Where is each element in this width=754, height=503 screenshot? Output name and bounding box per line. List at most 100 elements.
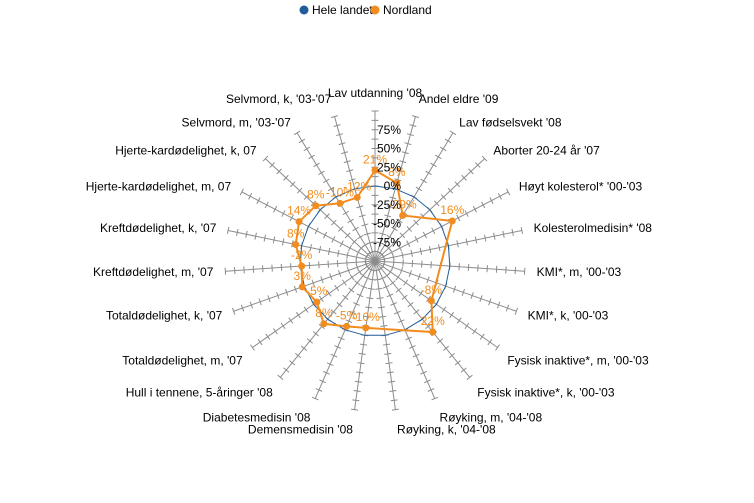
radar-spoke-tick: [303, 194, 310, 200]
category-label-hjerte-kard-delighet-k-07: Hjerte-kardødelighet, k, 07: [115, 143, 257, 157]
radar-spoke-tick: [258, 298, 262, 306]
radar-spoke-tick: [382, 284, 390, 289]
data-label: -12%: [343, 179, 371, 193]
radar-spoke-tick: [386, 293, 394, 298]
radar-spoke-tick: [431, 396, 439, 401]
radar-spoke-tick: [366, 297, 374, 300]
r-tick-label: 50%: [377, 142, 401, 156]
radar-spoke-tick: [410, 249, 413, 257]
radar-spoke-tick: [342, 210, 350, 216]
category-label-r-yking-k-04-08: Røyking, k, '04-'08: [397, 422, 496, 436]
radar-spoke-tick: [303, 146, 311, 152]
category-label-totald-delighet-k-07: Totaldødelighet, k, '07: [106, 308, 223, 322]
category-label-h-yt-kolesterol-00-03: Høyt kolesterol* '00-'03: [519, 179, 643, 193]
category-label-kreftd-delighet-m-07: Kreftdødelighet, m, '07: [93, 265, 214, 279]
radar-spoke-tick: [318, 246, 322, 254]
radar-spoke-tick: [502, 230, 505, 238]
radar-spoke-tick: [338, 270, 342, 278]
radar-spoke-tick: [323, 370, 330, 375]
radar-spoke-tick: [306, 338, 313, 344]
radar-spoke-tick: [256, 197, 261, 204]
radar-spoke-tick: [395, 287, 402, 293]
series-line-hele-landet: [299, 185, 451, 336]
radar-spoke-tick: [358, 352, 366, 355]
data-label: 22%: [421, 314, 445, 328]
radar-spoke-tick: [427, 388, 435, 392]
radar-spoke-tick: [365, 306, 373, 309]
radar-spoke-tick: [327, 247, 331, 255]
r-tick-label: 25%: [377, 160, 401, 174]
radar-spoke-tick: [483, 234, 487, 242]
radar-spoke-tick: [337, 249, 340, 257]
radar-spoke-tick: [481, 155, 488, 162]
radar-spoke-tick: [319, 379, 327, 384]
radar-spoke-tick: [407, 302, 414, 308]
radar-spoke-tick: [391, 226, 398, 232]
radar-spoke-tick: [342, 294, 349, 300]
radar-spoke-tick: [388, 380, 396, 383]
category-label-hull-i-tennene-5-ringer-08: Hull i tennene, 5-åringer '08: [126, 386, 273, 400]
radar-spoke-tick: [363, 232, 371, 236]
data-point: [362, 324, 370, 332]
radar-spoke-tick: [386, 205, 394, 209]
radar-spoke-tick: [254, 232, 257, 240]
radar-spoke-tick: [466, 374, 473, 380]
radar-spoke-tick: [420, 178, 427, 184]
radar-spoke-tick: [386, 371, 394, 374]
data-label: 8%: [388, 165, 406, 179]
radar-spoke-tick: [505, 304, 510, 312]
radar-spoke-tick: [435, 154, 442, 160]
radar-spoke-tick: [403, 279, 409, 286]
radar-spoke-tick: [448, 352, 455, 359]
data-point: [292, 241, 300, 249]
radar-spoke-tick: [331, 236, 336, 243]
radar-spoke-tick: [293, 285, 298, 293]
data-label: -10%: [352, 310, 380, 324]
radar-spoke-tick: [431, 227, 436, 235]
radar-spoke-tick: [324, 213, 330, 220]
legend-label-hele-landet: Hele landet: [312, 3, 373, 17]
data-point: [393, 179, 401, 187]
radar-spoke-tick: [351, 238, 358, 245]
radar-spoke-tick: [405, 336, 413, 341]
radar-spoke-tick: [439, 146, 447, 152]
radar-spoke-tick: [352, 226, 359, 232]
radar-spoke-tick: [315, 388, 323, 392]
radar-spoke-tick: [356, 205, 364, 209]
radar-spoke-tick: [389, 280, 396, 286]
radar-spoke-tick: [514, 307, 518, 315]
radar-spoke-tick: [282, 238, 285, 246]
radar-spoke-tick: [511, 228, 514, 236]
radar-spoke-tick: [347, 218, 354, 224]
radar-spoke-tick: [346, 169, 354, 173]
radar-spoke-tick: [338, 142, 346, 146]
radar-spoke-tick: [273, 205, 278, 213]
radar-spoke-tick: [352, 399, 360, 402]
radar-spoke-tick: [413, 309, 420, 315]
radar-spoke-tick: [240, 304, 245, 312]
radar-spoke-tick: [454, 181, 460, 188]
radar-spoke-tick: [356, 371, 364, 374]
radar-spoke-tick: [360, 284, 368, 289]
radar-spoke-tick: [236, 228, 239, 236]
radar-spoke-tick: [474, 236, 478, 244]
data-point: [343, 322, 351, 330]
data-label: 16%: [440, 203, 464, 217]
category-label-lav-f-dselsvekt-08: Lav fødselsvekt '08: [459, 116, 562, 130]
radar-spoke-tick: [487, 338, 493, 346]
radar-spoke-tick: [318, 295, 324, 302]
radar-spoke-tick: [425, 170, 432, 176]
radar-spoke-tick: [497, 301, 501, 309]
radar-spoke-tick: [289, 360, 296, 366]
radar-spoke-tick: [368, 250, 376, 254]
radar-spoke-tick: [438, 244, 441, 252]
category-label-fysisk-inaktive-k-00-03: Fysisk inaktive*, k, '00-'03: [477, 386, 615, 400]
radar-spoke-tick: [276, 292, 280, 299]
radar-spoke-tick: [389, 390, 397, 392]
radar-spoke-tick: [465, 238, 468, 246]
radar-spoke-tick: [456, 317, 462, 324]
radar-spoke-tick: [348, 287, 355, 293]
radar-spoke-tick: [442, 345, 450, 351]
radar-spoke-tick: [470, 292, 474, 299]
